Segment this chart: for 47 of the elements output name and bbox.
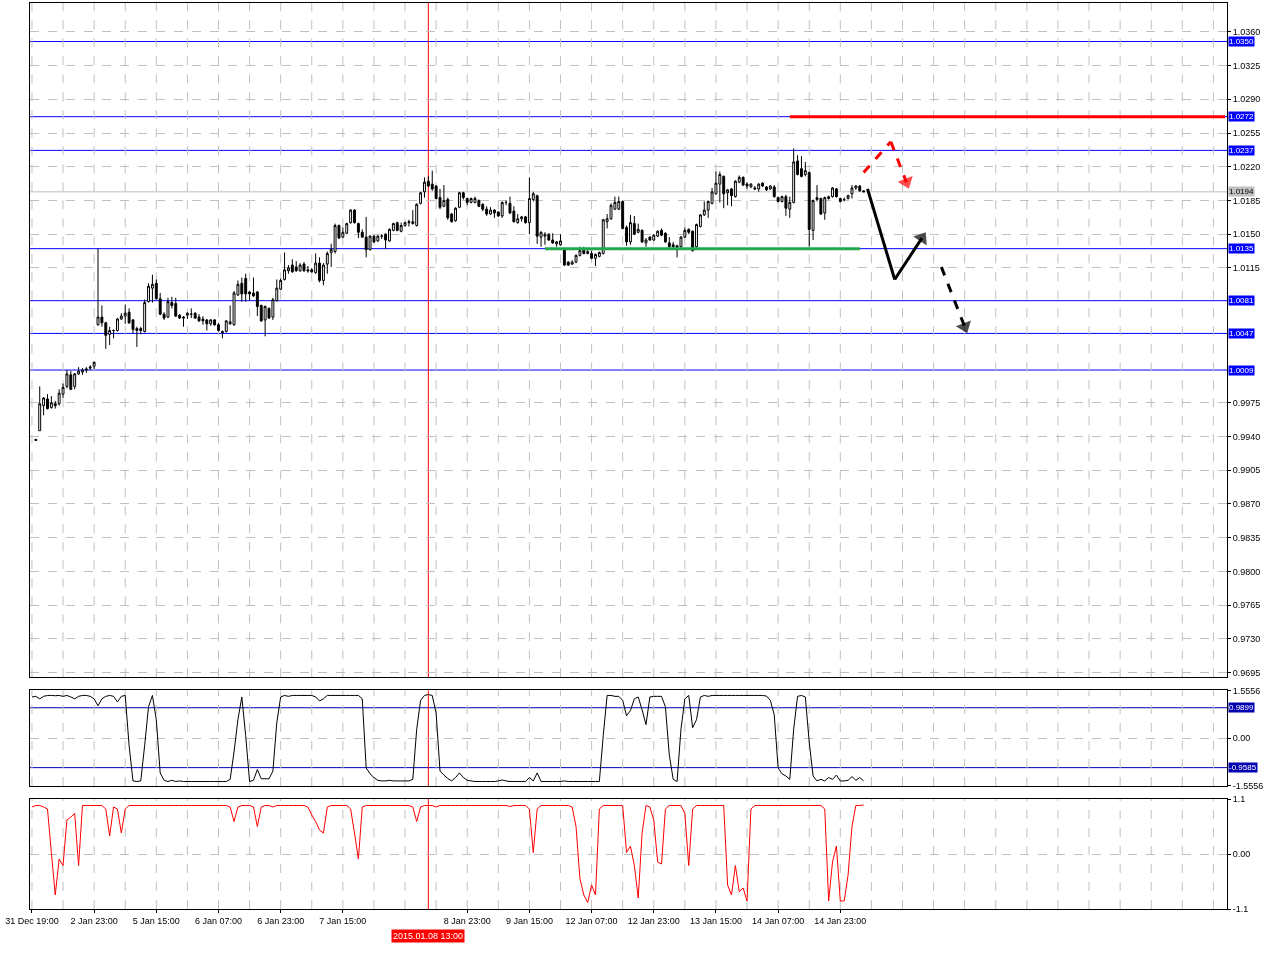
y-tick-label: 0.9800 bbox=[1232, 566, 1261, 577]
x-tick-label: 14 Jan 07:00 bbox=[752, 915, 805, 926]
y-tick-label: 1.5556 bbox=[1232, 685, 1261, 696]
ref-line-label: 1.0047 bbox=[1229, 329, 1255, 338]
x-tick-label: 2 Jan 23:00 bbox=[70, 915, 118, 926]
x-tick-label: 13 Jan 15:00 bbox=[689, 915, 742, 926]
ref-line-label: 0.9899 bbox=[1229, 703, 1255, 712]
x-tick-label: 31 Dec 19:00 bbox=[5, 915, 59, 926]
y-tick-label: 1.0255 bbox=[1232, 128, 1261, 139]
x-tick-label: 6 Jan 07:00 bbox=[194, 915, 243, 926]
y-tick-label: 1.0185 bbox=[1232, 195, 1261, 206]
x-tick-label: 2015.01.08 13:00 bbox=[393, 931, 464, 941]
ref-line-label: 1.0194 bbox=[1229, 187, 1255, 196]
x-tick-label: 7 Jan 15:00 bbox=[319, 915, 367, 926]
y-tick-label: 0.9975 bbox=[1232, 397, 1261, 408]
x-tick-label: 14 Jan 23:00 bbox=[814, 915, 867, 926]
ref-line-label: 1.0009 bbox=[1229, 366, 1255, 375]
y-tick-label: 0.00 bbox=[1232, 849, 1251, 860]
ref-line-label: 1.0272 bbox=[1229, 112, 1255, 121]
y-tick-label: 0.9835 bbox=[1232, 532, 1261, 543]
y-tick-label: 0.00 bbox=[1232, 733, 1251, 744]
ref-line-label: 1.0081 bbox=[1229, 296, 1255, 305]
x-tick-label: 12 Jan 23:00 bbox=[627, 915, 680, 926]
ref-line-label: 1.0237 bbox=[1229, 146, 1255, 155]
y-tick-label: -1.1 bbox=[1232, 904, 1249, 915]
y-tick-label: 0.9765 bbox=[1232, 600, 1261, 611]
ref-line-label: 1.0135 bbox=[1229, 244, 1255, 253]
ref-line-label: -0.9585 bbox=[1229, 763, 1257, 772]
y-tick-label: 1.0150 bbox=[1232, 229, 1261, 240]
x-tick-label: 6 Jan 23:00 bbox=[257, 915, 305, 926]
x-tick-label: 8 Jan 23:00 bbox=[443, 915, 491, 926]
y-tick-label: 0.9940 bbox=[1232, 431, 1261, 442]
y-tick-label: 1.0115 bbox=[1232, 263, 1260, 274]
y-tick-label: 1.0360 bbox=[1232, 27, 1261, 38]
y-tick-label: 0.9730 bbox=[1232, 633, 1261, 644]
y-tick-label: 0.9695 bbox=[1232, 667, 1261, 678]
x-tick-label: 12 Jan 07:00 bbox=[565, 915, 618, 926]
y-tick-label: 1.0325 bbox=[1232, 60, 1261, 71]
y-tick-label: 1.1 bbox=[1232, 794, 1246, 805]
x-tick-label: 9 Jan 15:00 bbox=[505, 915, 553, 926]
y-tick-label: 1.0220 bbox=[1232, 161, 1261, 172]
y-tick-label: 0.9905 bbox=[1232, 465, 1261, 476]
y-tick-label: 0.9870 bbox=[1232, 499, 1261, 510]
x-tick-label: 5 Jan 15:00 bbox=[132, 915, 180, 926]
ref-line-label: 1.0350 bbox=[1229, 37, 1255, 46]
y-tick-label: 1.0290 bbox=[1232, 94, 1261, 105]
y-tick-label: -1.5556 bbox=[1232, 781, 1264, 792]
